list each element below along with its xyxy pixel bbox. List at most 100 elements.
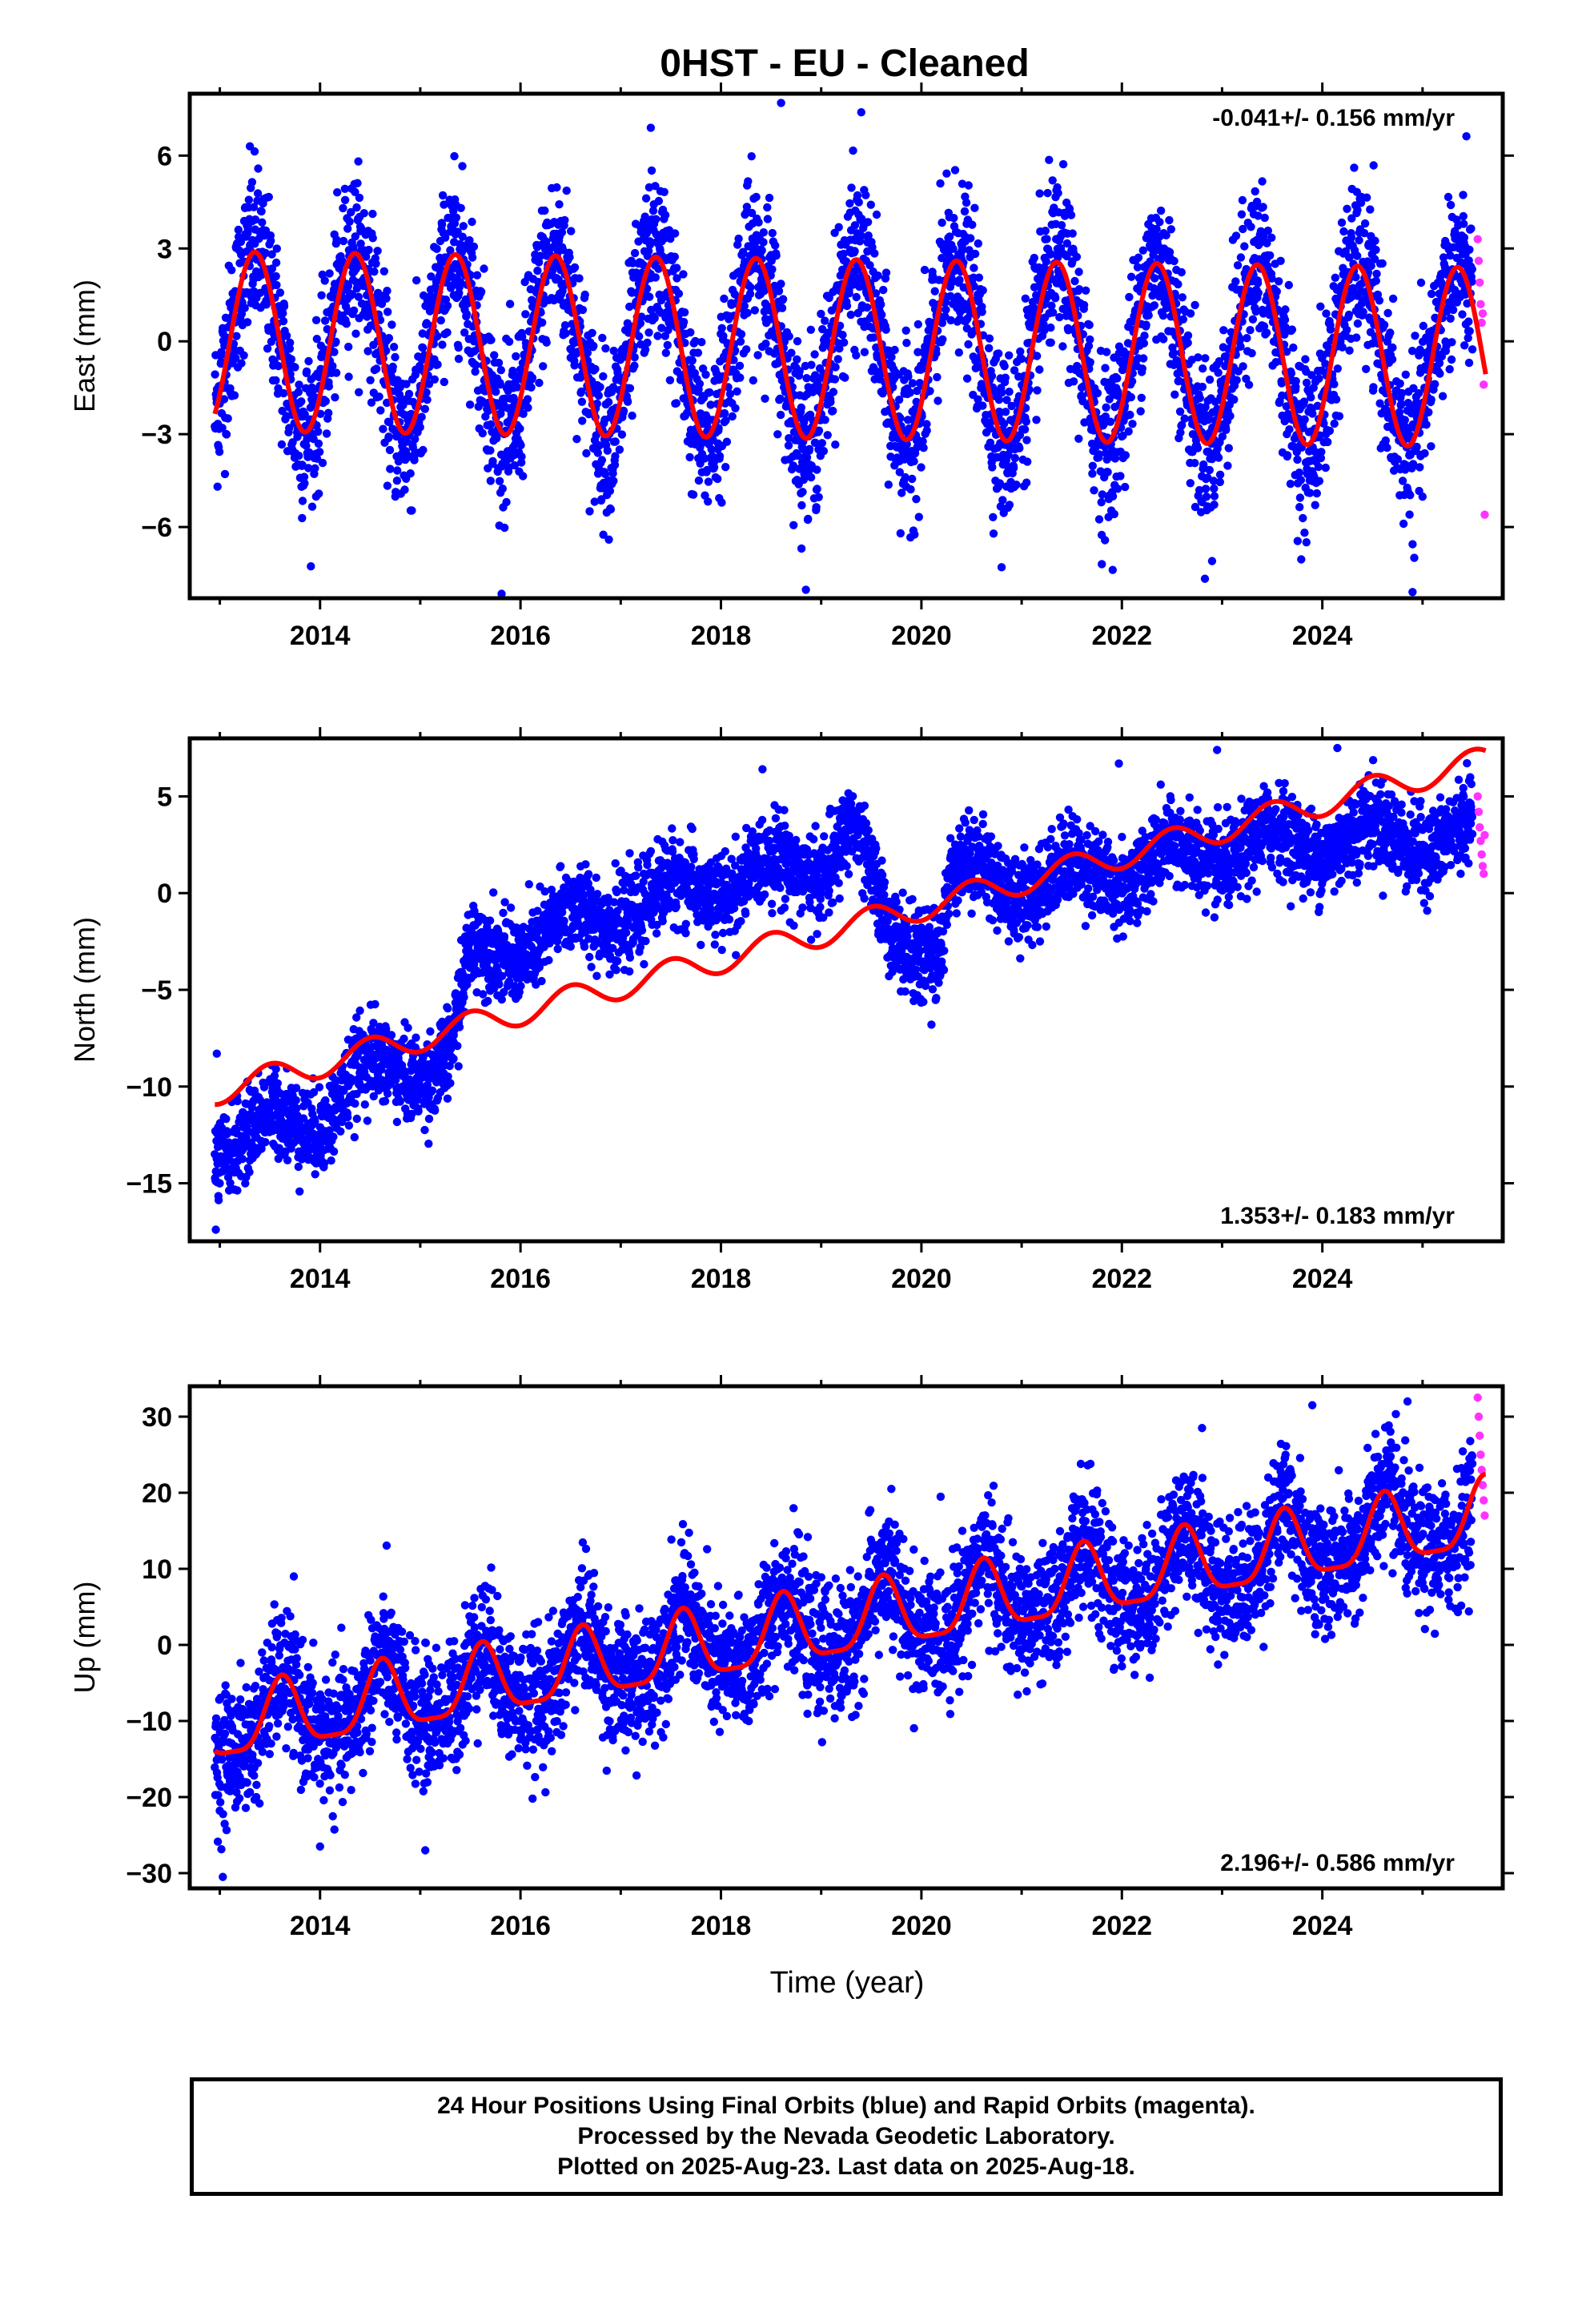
east-final-point [443, 328, 452, 337]
east-final-point [701, 370, 710, 379]
east-final-point [802, 374, 811, 383]
east-final-point [605, 486, 615, 496]
east-final-point [486, 446, 495, 455]
east-final-point [1416, 278, 1426, 287]
east-final-point [484, 406, 492, 416]
east-final-point [408, 506, 416, 515]
east-final-point [331, 393, 339, 402]
east-outlier-point [1098, 560, 1106, 569]
east-final-point [797, 501, 806, 510]
east-final-point [1170, 256, 1178, 266]
east-final-point [518, 332, 527, 341]
east-final-point [1246, 326, 1255, 335]
east-final-point [416, 423, 424, 432]
east-final-point [502, 497, 511, 507]
east-final-point [339, 203, 347, 213]
east-final-point [1158, 311, 1168, 320]
east-final-point [852, 351, 861, 360]
east-final-point [778, 295, 788, 304]
east-final-point [286, 338, 295, 348]
east-final-point [630, 353, 639, 362]
east-final-point [359, 209, 368, 218]
north-final-point [215, 1179, 224, 1188]
east-final-point [577, 387, 586, 396]
east-final-point [331, 368, 341, 377]
east-final-point [695, 380, 705, 388]
east-final-point [845, 199, 854, 208]
east-outlier-point [1207, 557, 1217, 565]
east-final-point [1363, 193, 1371, 202]
east-final-point [1254, 288, 1263, 297]
east-final-point [1085, 320, 1094, 329]
east-final-point [704, 497, 713, 506]
east-final-point [267, 236, 275, 245]
east-final-point [542, 338, 551, 347]
east-final-point [654, 196, 664, 206]
east-final-point [1431, 380, 1439, 388]
east-final-point [1035, 189, 1044, 198]
east-final-point [476, 287, 486, 296]
north-final-point [292, 1104, 301, 1113]
east-final-point [1090, 486, 1098, 495]
east-final-point [218, 424, 227, 432]
east-final-point [962, 198, 971, 207]
east-final-point [1121, 482, 1130, 492]
east-final-point [1035, 365, 1044, 374]
east-final-point [1180, 414, 1189, 423]
east-final-point [777, 279, 785, 288]
east-final-point [934, 396, 942, 405]
east-final-point [817, 309, 825, 319]
north-final-point [233, 1186, 242, 1195]
east-final-point [950, 166, 960, 175]
east-final-point [966, 234, 975, 243]
east-final-point [604, 397, 613, 407]
east-final-point [1108, 565, 1118, 574]
east-final-point [258, 218, 267, 227]
east-final-point [661, 211, 670, 219]
east-final-point [1069, 377, 1078, 386]
east-final-point [555, 200, 564, 209]
east-final-point [819, 447, 829, 456]
east-final-point [1381, 436, 1391, 445]
east-final-point [1238, 195, 1247, 205]
east-final-point [410, 456, 419, 464]
east-final-point [1159, 335, 1168, 344]
east-final-point [1009, 464, 1018, 472]
east-final-point [657, 324, 666, 332]
y-tick-label: 3 [157, 234, 172, 264]
east-final-point [386, 464, 395, 473]
east-final-point [1021, 294, 1030, 303]
east-final-point [383, 287, 391, 296]
east-final-point [345, 217, 354, 226]
east-final-point [1074, 434, 1083, 443]
east-final-point [985, 334, 994, 343]
east-final-point [838, 331, 847, 340]
east-final-point [793, 336, 802, 346]
east-final-point [370, 267, 379, 276]
east-final-point [670, 229, 680, 238]
x-tick-label: 2022 [1091, 621, 1152, 651]
east-final-point [785, 332, 793, 341]
east-final-point [1330, 380, 1339, 388]
east-final-point [354, 292, 363, 301]
east-final-point [1301, 355, 1310, 364]
east-final-point [540, 206, 549, 215]
east-final-point [315, 489, 323, 498]
east-final-point [768, 265, 777, 274]
east-final-point [1022, 478, 1031, 487]
east-final-point [519, 409, 528, 418]
east-final-point [1410, 553, 1419, 562]
east-final-point [994, 396, 1004, 404]
east-final-point [604, 535, 613, 544]
east-final-point [1260, 213, 1269, 223]
east-final-point [234, 225, 243, 235]
east-final-point [797, 403, 805, 412]
east-final-point [367, 398, 376, 407]
east-final-point [1312, 489, 1322, 498]
east-final-point [412, 275, 421, 285]
east-final-point [592, 399, 601, 408]
east-final-point [279, 316, 288, 326]
east-final-point [394, 457, 404, 466]
east-final-point [714, 424, 723, 432]
east-final-point [304, 464, 313, 472]
